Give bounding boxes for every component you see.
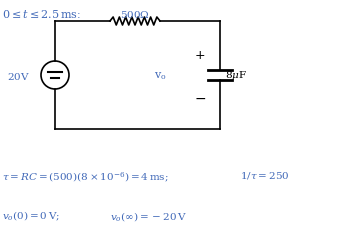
Text: $\tau = RC = (500)(8 \times 10^{-6}) = 4\,\mathrm{ms};$: $\tau = RC = (500)(8 \times 10^{-6}) = 4… [2,169,169,183]
Text: $20\mathrm{V}$: $20\mathrm{V}$ [7,70,30,81]
Text: $0 \leq t \leq 2.5\,\mathrm{ms}$:: $0 \leq t \leq 2.5\,\mathrm{ms}$: [2,8,81,20]
Text: $1/\tau = 250$: $1/\tau = 250$ [240,169,290,180]
Text: $+$: $+$ [194,48,206,61]
Text: $v_o(0) = 0\,\mathrm{V};$: $v_o(0) = 0\,\mathrm{V};$ [2,209,60,222]
Text: $v_o(\infty) = -20\,\mathrm{V}$: $v_o(\infty) = -20\,\mathrm{V}$ [110,209,187,222]
Text: $500\Omega$: $500\Omega$ [120,9,150,19]
Text: $-$: $-$ [194,91,206,105]
Text: $\mathrm{v_o}$: $\mathrm{v_o}$ [154,70,166,82]
Text: $8\mu\mathrm{F}$: $8\mu\mathrm{F}$ [225,69,247,82]
